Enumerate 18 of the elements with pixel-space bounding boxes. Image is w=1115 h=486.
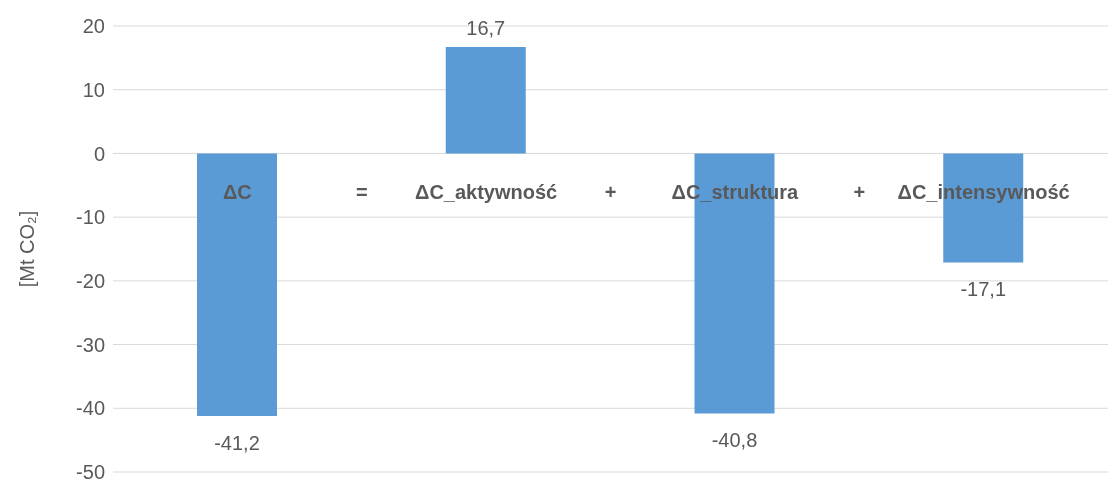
y-tick-label: -10 — [76, 206, 105, 229]
data-label: -17,1 — [960, 278, 1007, 301]
x-tick-label: ΔC_aktywność — [415, 181, 558, 204]
data-label: -40,8 — [711, 429, 758, 452]
y-tick-label: -20 — [76, 269, 105, 292]
data-label: 16,7 — [466, 17, 506, 40]
y-tick-label: 10 — [82, 78, 105, 101]
annotation: = — [355, 181, 368, 204]
y-tick-label: 20 — [82, 15, 105, 38]
annotation: + — [853, 181, 866, 204]
y-tick-label: -40 — [76, 397, 105, 420]
y-tick-label: 0 — [93, 142, 105, 165]
annotation: + — [604, 181, 617, 204]
y-tick-label: -50 — [76, 461, 105, 484]
y-axis-title: [Mt CO₂] — [16, 210, 39, 288]
x-tick-label: ΔC — [222, 181, 252, 204]
y-tick-label: -30 — [76, 333, 105, 356]
data-label: -41,2 — [214, 431, 260, 454]
